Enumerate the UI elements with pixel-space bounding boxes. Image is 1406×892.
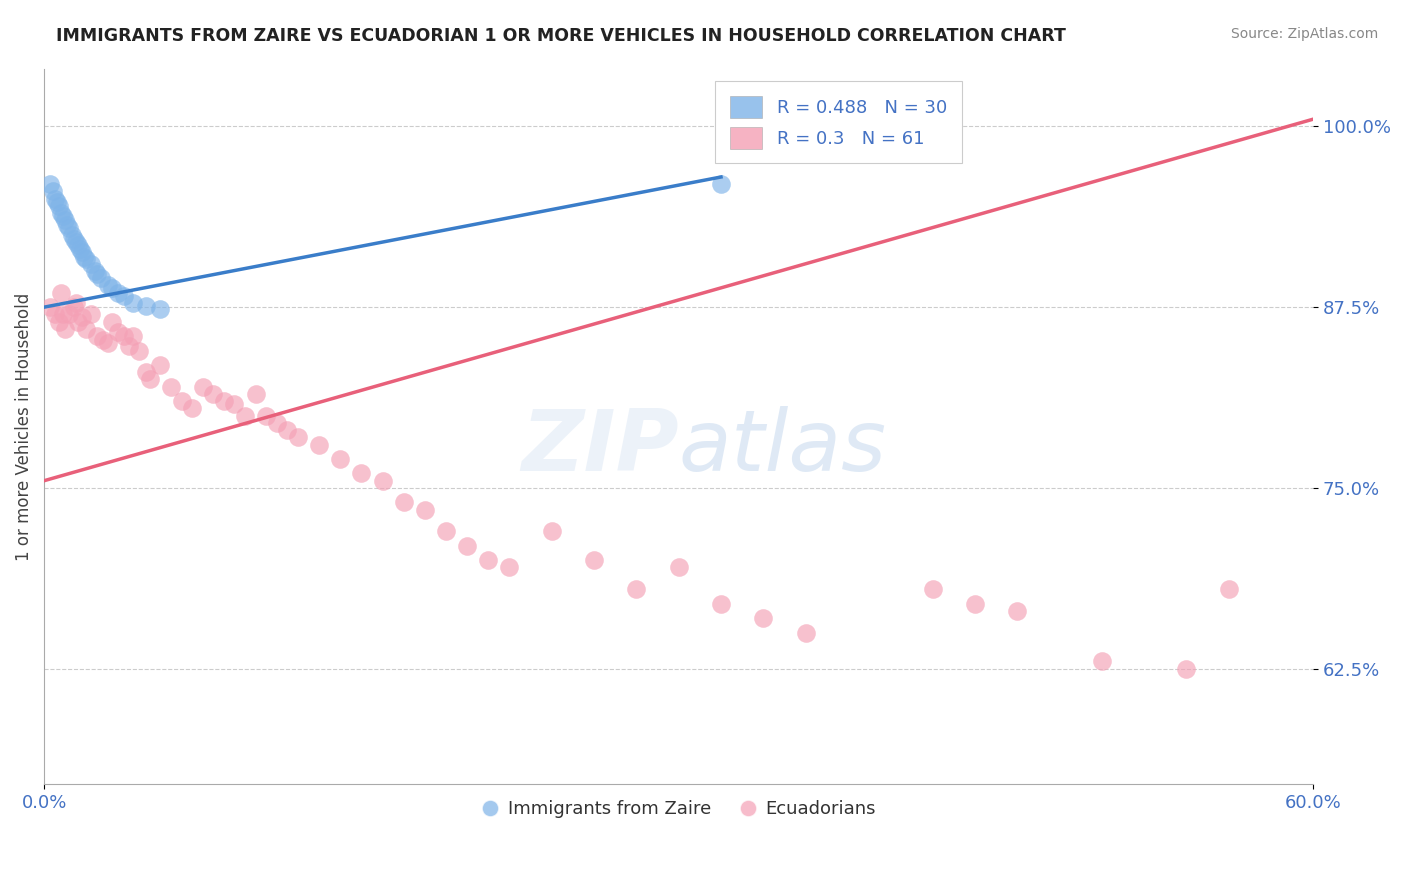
Point bbox=[122, 295, 145, 310]
Point bbox=[41, 185, 63, 199]
Point bbox=[752, 611, 775, 625]
Point bbox=[70, 245, 93, 260]
Point bbox=[86, 267, 108, 281]
Point bbox=[60, 227, 83, 242]
Point bbox=[191, 380, 214, 394]
Point bbox=[62, 232, 84, 246]
Point bbox=[62, 300, 84, 314]
Point bbox=[276, 423, 298, 437]
Point bbox=[1218, 582, 1240, 597]
Point bbox=[107, 325, 129, 339]
Point bbox=[287, 430, 309, 444]
Point bbox=[122, 329, 145, 343]
Point bbox=[101, 315, 124, 329]
Point bbox=[114, 288, 136, 302]
Point bbox=[266, 416, 288, 430]
Text: Source: ZipAtlas.com: Source: ZipAtlas.com bbox=[1230, 27, 1378, 41]
Point bbox=[1175, 662, 1198, 676]
Point bbox=[224, 397, 246, 411]
Point bbox=[75, 322, 97, 336]
Point bbox=[371, 474, 394, 488]
Point bbox=[75, 252, 97, 267]
Point bbox=[79, 307, 101, 321]
Point bbox=[48, 315, 70, 329]
Point bbox=[245, 387, 267, 401]
Point bbox=[350, 467, 373, 481]
Point bbox=[79, 257, 101, 271]
Point bbox=[65, 235, 87, 249]
Point bbox=[212, 394, 235, 409]
Point bbox=[91, 334, 114, 348]
Point bbox=[181, 401, 204, 416]
Point bbox=[52, 307, 75, 321]
Legend: Immigrants from Zaire, Ecuadorians: Immigrants from Zaire, Ecuadorians bbox=[474, 793, 883, 825]
Point bbox=[963, 597, 986, 611]
Point bbox=[170, 394, 193, 409]
Text: atlas: atlas bbox=[679, 407, 887, 490]
Point bbox=[44, 307, 66, 321]
Point bbox=[794, 625, 817, 640]
Point bbox=[392, 495, 415, 509]
Point bbox=[160, 380, 183, 394]
Point bbox=[413, 502, 436, 516]
Point bbox=[540, 524, 562, 539]
Point bbox=[45, 194, 67, 209]
Point bbox=[308, 437, 330, 451]
Point bbox=[86, 329, 108, 343]
Point bbox=[128, 343, 150, 358]
Point bbox=[58, 307, 80, 321]
Point bbox=[49, 206, 72, 220]
Point bbox=[626, 582, 648, 597]
Point bbox=[233, 409, 256, 423]
Point bbox=[202, 387, 225, 401]
Point bbox=[498, 560, 520, 574]
Text: IMMIGRANTS FROM ZAIRE VS ECUADORIAN 1 OR MORE VEHICLES IN HOUSEHOLD CORRELATION : IMMIGRANTS FROM ZAIRE VS ECUADORIAN 1 OR… bbox=[56, 27, 1066, 45]
Point bbox=[135, 365, 157, 379]
Point bbox=[583, 553, 606, 567]
Point bbox=[53, 213, 76, 227]
Point bbox=[70, 310, 93, 325]
Point bbox=[921, 582, 943, 597]
Point bbox=[53, 322, 76, 336]
Point bbox=[149, 301, 172, 316]
Point bbox=[710, 597, 733, 611]
Y-axis label: 1 or more Vehicles in Household: 1 or more Vehicles in Household bbox=[15, 293, 32, 560]
Point bbox=[107, 285, 129, 300]
Point bbox=[39, 300, 62, 314]
Point bbox=[90, 271, 112, 285]
Point bbox=[69, 242, 91, 256]
Point bbox=[135, 299, 157, 313]
Point bbox=[49, 285, 72, 300]
Point bbox=[434, 524, 457, 539]
Point bbox=[39, 178, 62, 192]
Point bbox=[1091, 655, 1114, 669]
Point bbox=[48, 199, 70, 213]
Point bbox=[66, 238, 89, 252]
Point bbox=[52, 209, 75, 223]
Point bbox=[56, 218, 79, 232]
Point bbox=[58, 220, 80, 235]
Point bbox=[66, 315, 89, 329]
Point bbox=[101, 281, 124, 295]
Point bbox=[114, 329, 136, 343]
Point bbox=[710, 178, 733, 192]
Point bbox=[97, 336, 120, 351]
Point bbox=[477, 553, 499, 567]
Point bbox=[1005, 604, 1028, 618]
Point bbox=[329, 452, 352, 467]
Point bbox=[149, 358, 172, 372]
Point bbox=[254, 409, 277, 423]
Text: ZIP: ZIP bbox=[522, 407, 679, 490]
Point bbox=[73, 250, 96, 264]
Point bbox=[118, 339, 141, 353]
Point bbox=[668, 560, 690, 574]
Point bbox=[44, 192, 66, 206]
Point bbox=[65, 295, 87, 310]
Point bbox=[456, 539, 478, 553]
Point bbox=[97, 278, 120, 293]
Point bbox=[139, 372, 162, 386]
Point bbox=[83, 264, 105, 278]
